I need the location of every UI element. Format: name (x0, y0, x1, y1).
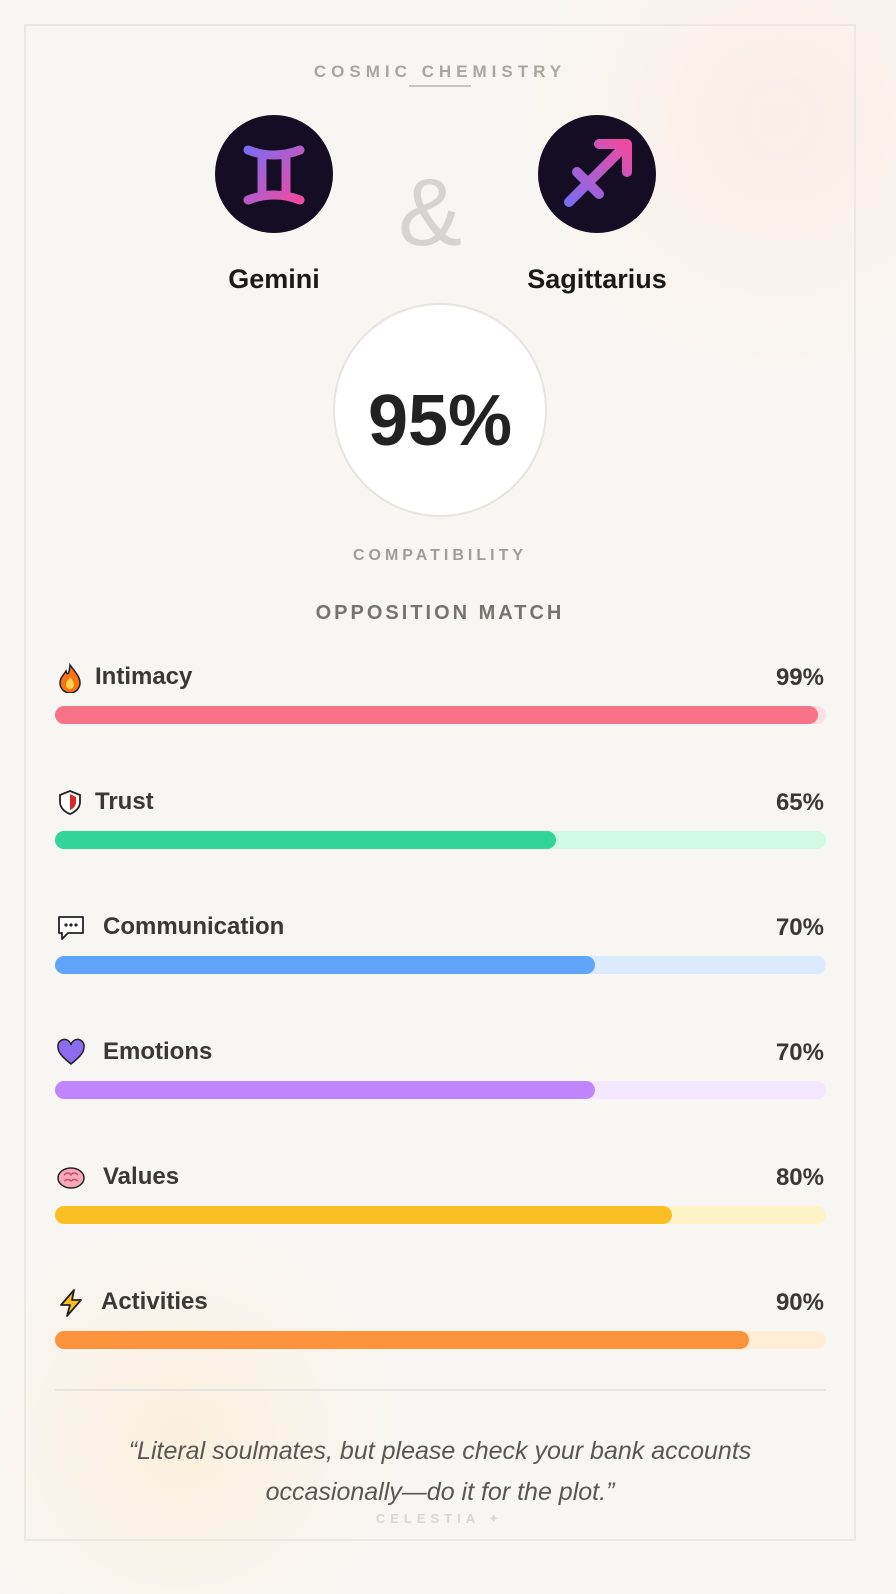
metric-name: Emotions (103, 1038, 213, 1065)
title-underline (409, 85, 471, 87)
metric-name: Trust (95, 788, 154, 815)
match-type: OPPOSITION MATCH (315, 602, 565, 624)
footer: CELESTIA ✦ (375, 1511, 505, 1526)
sagittarius-icon (538, 115, 656, 233)
card (24, 24, 856, 1541)
title: COSMIC CHEMISTRY (313, 62, 567, 81)
score: 95% (367, 381, 513, 461)
metric-name: Values (103, 1163, 180, 1190)
metric-icon (56, 913, 86, 943)
metric-value: 65% (775, 789, 824, 816)
bar-track (55, 1331, 826, 1349)
metric-icon (56, 1288, 86, 1318)
metric-icon (56, 1038, 86, 1068)
metric-value: 80% (775, 1164, 824, 1191)
ampersand: & (397, 159, 463, 266)
divider (55, 1389, 826, 1391)
bar-track (55, 1206, 826, 1224)
bar-track (55, 1081, 826, 1099)
quote: “Literal soulmates, but please check you… (128, 1437, 752, 1506)
bar (55, 1206, 672, 1224)
gemini-icon (215, 115, 333, 233)
metric-value: 99% (775, 664, 824, 691)
metric-name: Activities (101, 1288, 208, 1315)
bar (55, 956, 595, 974)
metric-name: Communication (103, 913, 285, 940)
bar (55, 1331, 749, 1349)
metric-name: Intimacy (95, 663, 193, 690)
metric-value: 70% (775, 914, 824, 941)
bar-track (55, 956, 826, 974)
bar-track (55, 706, 826, 724)
metric-icon (56, 662, 86, 694)
sign-name: Gemini (228, 264, 320, 294)
bar-track (55, 831, 826, 849)
metric-value: 70% (775, 1039, 824, 1066)
bar (55, 1081, 595, 1099)
score-caption: COMPATIBILITY (352, 547, 528, 564)
metric-icon (56, 1163, 86, 1193)
sign-name: Sagittarius (527, 264, 667, 294)
metric-value: 90% (775, 1289, 824, 1316)
bar (55, 831, 557, 849)
bar (55, 706, 819, 724)
score-circle (333, 303, 547, 517)
metric-icon (56, 788, 86, 818)
